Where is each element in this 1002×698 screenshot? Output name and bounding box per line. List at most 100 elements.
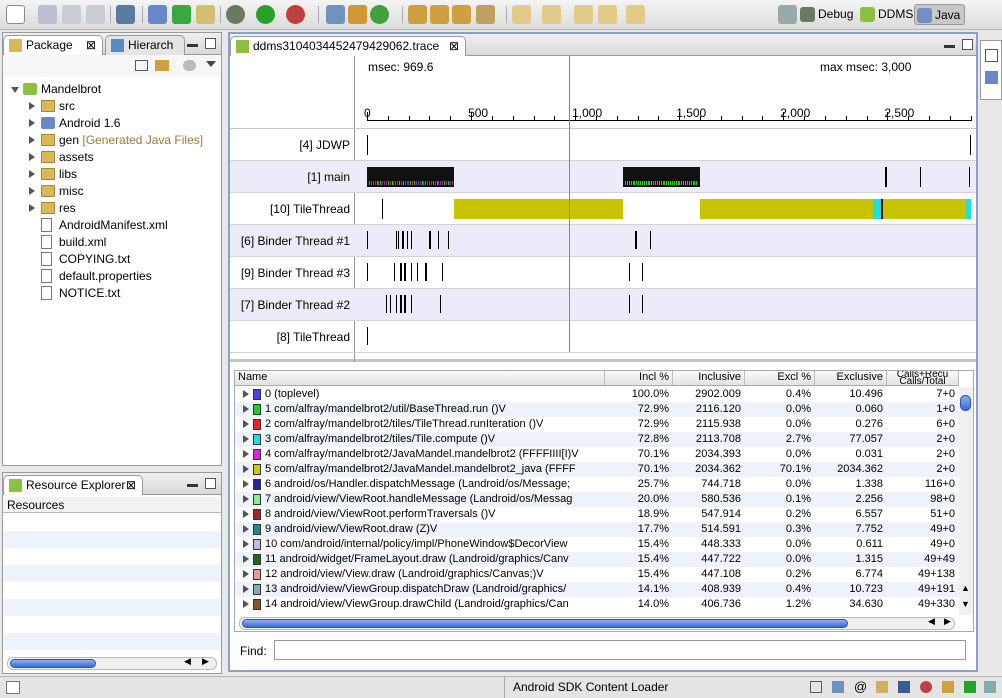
scroll-thumb[interactable] bbox=[242, 619, 848, 628]
run-external-tool-icon[interactable] bbox=[286, 5, 305, 24]
column-header[interactable]: Inclusive bbox=[673, 371, 745, 385]
table-row[interactable]: 5 com/alfray/mandelbrot2/JavaMandel.mand… bbox=[235, 462, 959, 477]
problems-icon[interactable] bbox=[876, 681, 888, 693]
new-java-class-icon[interactable] bbox=[326, 5, 345, 24]
chevron-right-icon[interactable] bbox=[243, 510, 249, 518]
close-icon[interactable]: ⊠ bbox=[85, 38, 96, 52]
table-row[interactable]: 12 android/view/View.draw (Landroid/grap… bbox=[235, 567, 959, 582]
horizontal-scrollbar[interactable]: ◀ ▶ bbox=[239, 616, 955, 630]
maximize-icon[interactable] bbox=[205, 38, 216, 49]
tab-hierarchy[interactable]: Hierarch bbox=[105, 35, 185, 55]
tree-item[interactable]: Mandelbrot bbox=[3, 81, 221, 98]
chevron-right-icon[interactable] bbox=[29, 153, 35, 161]
thread-lane[interactable]: [9] Binder Thread #3 bbox=[230, 257, 976, 289]
table-row[interactable]: 7 android/view/ViewRoot.handleMessage (L… bbox=[235, 492, 959, 507]
last-edit-icon[interactable] bbox=[574, 5, 593, 24]
import-icon[interactable] bbox=[116, 5, 135, 24]
tree-item[interactable]: default.properties bbox=[3, 268, 221, 285]
run-icon[interactable] bbox=[256, 5, 275, 24]
new-junit-icon[interactable] bbox=[172, 5, 191, 24]
declaration-icon[interactable]: @ bbox=[854, 679, 868, 694]
close-icon[interactable]: ⊠ bbox=[448, 39, 459, 53]
column-header[interactable]: Name bbox=[235, 371, 605, 385]
perspective-ddms[interactable]: DDMS bbox=[858, 4, 917, 25]
tree-item[interactable]: build.xml bbox=[3, 234, 221, 251]
column-header[interactable]: Calls+Recu Calls/Total bbox=[887, 371, 959, 385]
scroll-thumb[interactable] bbox=[10, 659, 96, 668]
table-row[interactable]: 9 android/view/ViewRoot.draw (Z)V 17.7% 51… bbox=[235, 522, 959, 537]
chevron-right-icon[interactable] bbox=[243, 570, 249, 578]
chevron-right-icon[interactable] bbox=[243, 390, 249, 398]
chevron-right-icon[interactable] bbox=[243, 600, 249, 608]
table-row[interactable]: 0 (toplevel) 100.0% 2902.009 0.4% 10.496 7+0 bbox=[235, 387, 959, 402]
tree-item[interactable]: Android 1.6 bbox=[3, 115, 221, 132]
scroll-thumb[interactable] bbox=[960, 395, 971, 411]
outline-icon[interactable] bbox=[985, 49, 998, 62]
table-row[interactable]: 1 com/alfray/mandelbrot2/util/BaseThread… bbox=[235, 402, 959, 417]
tree-item[interactable]: COPYING.txt bbox=[3, 251, 221, 268]
minimize-icon[interactable] bbox=[187, 44, 198, 47]
logcat-icon[interactable] bbox=[898, 681, 910, 693]
chevron-right-icon[interactable] bbox=[243, 450, 249, 458]
open-resource-icon[interactable] bbox=[430, 5, 449, 24]
save-all-icon[interactable] bbox=[62, 5, 81, 24]
perspective-java[interactable]: Java bbox=[914, 4, 966, 25]
table-row[interactable]: 2 com/alfray/mandelbrot2/tiles/TileThrea… bbox=[235, 417, 959, 432]
link-editor-icon[interactable] bbox=[155, 60, 169, 71]
scroll-left-icon[interactable]: ◀ bbox=[928, 616, 935, 626]
debug-icon[interactable] bbox=[226, 5, 245, 24]
tree-item[interactable]: AndroidManifest.xml bbox=[3, 217, 221, 234]
chevron-right-icon[interactable] bbox=[29, 204, 35, 212]
scroll-left-icon[interactable]: ◀ bbox=[184, 656, 191, 666]
chevron-right-icon[interactable] bbox=[243, 585, 249, 593]
prev-annotation-icon[interactable] bbox=[542, 5, 561, 24]
next-annotation-icon[interactable] bbox=[512, 5, 531, 24]
task-list-icon[interactable] bbox=[985, 71, 998, 84]
chevron-right-icon[interactable] bbox=[29, 119, 35, 127]
forward-icon[interactable] bbox=[626, 5, 645, 24]
horizontal-scrollbar[interactable]: ◀ ▶ bbox=[7, 656, 217, 670]
chevron-right-icon[interactable] bbox=[29, 170, 35, 178]
chevron-right-icon[interactable] bbox=[243, 555, 249, 563]
chevron-right-icon[interactable] bbox=[243, 495, 249, 503]
column-header[interactable]: Exclusive bbox=[815, 371, 887, 385]
new-android-project-icon[interactable] bbox=[196, 5, 215, 24]
table-row[interactable]: 4 com/alfray/mandelbrot2/JavaMandel.mand… bbox=[235, 447, 959, 462]
emulator-control-icon[interactable] bbox=[942, 681, 954, 693]
close-icon[interactable]: ⊠ bbox=[125, 478, 136, 492]
table-row[interactable]: 11 android/widget/FrameLayout.draw (Land… bbox=[235, 552, 959, 567]
scroll-up-icon[interactable]: ▲ bbox=[961, 583, 970, 593]
time-cursor[interactable] bbox=[568, 56, 570, 352]
open-type-icon[interactable] bbox=[408, 5, 427, 24]
chevron-right-icon[interactable] bbox=[243, 465, 249, 473]
tree-item[interactable]: gen [Generated Java Files] bbox=[3, 132, 221, 149]
thread-lane[interactable]: [10] TileThread bbox=[230, 193, 976, 225]
thread-lane[interactable]: [4] JDWP bbox=[230, 129, 976, 161]
table-row[interactable]: 10 com/android/internal/policy/impl/Phon… bbox=[235, 537, 959, 552]
chevron-down-icon[interactable] bbox=[11, 87, 19, 93]
tree-item[interactable]: src bbox=[3, 98, 221, 115]
tree-item[interactable]: res bbox=[3, 200, 221, 217]
thread-lane[interactable]: [1] main bbox=[230, 161, 976, 193]
table-row[interactable]: 13 android/view/ViewGroup.dispatchDraw (… bbox=[235, 582, 959, 597]
collapse-all-icon[interactable] bbox=[135, 60, 148, 71]
fast-view-icon[interactable] bbox=[6, 681, 20, 694]
column-header[interactable]: Incl % bbox=[605, 371, 673, 385]
minimize-icon[interactable] bbox=[944, 45, 955, 48]
chevron-down-icon[interactable] bbox=[206, 61, 216, 67]
scroll-down-icon[interactable]: ▼ bbox=[961, 599, 970, 609]
view-menu-icon[interactable] bbox=[183, 60, 196, 71]
tree-item[interactable]: NOTICE.txt bbox=[3, 285, 221, 302]
tab-trace-file[interactable]: ddms3104034452479429062.trace ⊠ bbox=[230, 36, 466, 56]
minimize-icon[interactable] bbox=[187, 484, 198, 487]
thread-lane[interactable]: [8] TileThread bbox=[230, 321, 976, 353]
tree-item[interactable]: misc bbox=[3, 183, 221, 200]
chevron-right-icon[interactable] bbox=[29, 136, 35, 144]
table-row[interactable]: 8 android/view/ViewRoot.performTraversal… bbox=[235, 507, 959, 522]
chevron-right-icon[interactable] bbox=[243, 480, 249, 488]
chevron-right-icon[interactable] bbox=[243, 405, 249, 413]
devices-icon[interactable] bbox=[964, 681, 976, 693]
save-icon[interactable] bbox=[38, 5, 57, 24]
table-row[interactable]: 3 com/alfray/mandelbrot2/tiles/Tile.comp… bbox=[235, 432, 959, 447]
search-icon[interactable] bbox=[452, 5, 471, 24]
